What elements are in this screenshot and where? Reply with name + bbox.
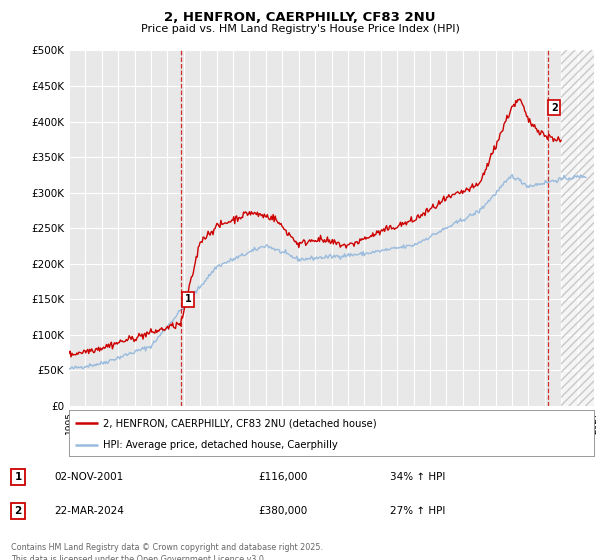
Text: 02-NOV-2001: 02-NOV-2001 xyxy=(54,472,123,482)
Text: Contains HM Land Registry data © Crown copyright and database right 2025.
This d: Contains HM Land Registry data © Crown c… xyxy=(11,543,323,560)
Text: 2, HENFRON, CAERPHILLY, CF83 2NU: 2, HENFRON, CAERPHILLY, CF83 2NU xyxy=(164,11,436,24)
Text: 2: 2 xyxy=(551,103,557,113)
Text: 1: 1 xyxy=(14,472,22,482)
Text: £380,000: £380,000 xyxy=(258,506,307,516)
Text: 27% ↑ HPI: 27% ↑ HPI xyxy=(390,506,445,516)
Text: Price paid vs. HM Land Registry's House Price Index (HPI): Price paid vs. HM Land Registry's House … xyxy=(140,24,460,34)
Text: 2, HENFRON, CAERPHILLY, CF83 2NU (detached house): 2, HENFRON, CAERPHILLY, CF83 2NU (detach… xyxy=(103,418,377,428)
Text: 1: 1 xyxy=(185,294,191,304)
Text: 2: 2 xyxy=(14,506,22,516)
Text: 34% ↑ HPI: 34% ↑ HPI xyxy=(390,472,445,482)
Text: 22-MAR-2024: 22-MAR-2024 xyxy=(54,506,124,516)
Text: £116,000: £116,000 xyxy=(258,472,307,482)
Text: HPI: Average price, detached house, Caerphilly: HPI: Average price, detached house, Caer… xyxy=(103,440,338,450)
Bar xyxy=(561,50,594,406)
